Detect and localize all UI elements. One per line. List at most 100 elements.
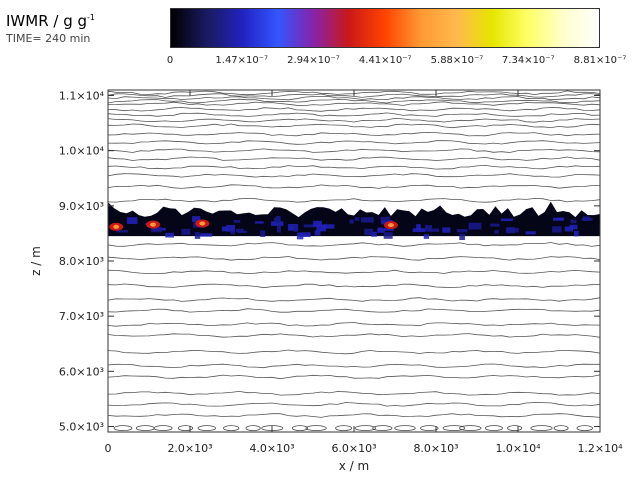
contour-line <box>107 269 601 275</box>
y-tick-label: 6.0×10³ <box>59 365 104 378</box>
cloud-cell <box>150 227 162 233</box>
colorbar-tick-label: 8.81×10⁻⁷ <box>573 55 627 66</box>
cloud-cell <box>116 230 129 233</box>
cloud-cell <box>255 221 264 224</box>
cloud-cell <box>323 224 335 229</box>
cloud-cell <box>424 225 432 232</box>
cloud-cell <box>230 231 236 235</box>
y-tick-label: 1.1×10⁴ <box>59 90 105 103</box>
contour-line <box>107 148 601 153</box>
colorbar-tick-label: 4.41×10⁻⁷ <box>358 55 412 66</box>
cloud-cell <box>412 228 426 233</box>
x-tick-label: 1.2×10⁴ <box>577 442 623 455</box>
y-axis-label: z / m <box>29 246 43 276</box>
contour-line <box>107 374 601 380</box>
colorbar-tick-label: 0 <box>166 55 174 66</box>
cloud-cell <box>296 232 304 240</box>
surface-contour <box>135 425 155 432</box>
surface-contour <box>153 425 173 432</box>
cloud-cell <box>581 217 593 221</box>
hot-spot-core <box>199 221 206 226</box>
cloud-cell <box>303 224 315 228</box>
cloud-cell <box>361 217 374 223</box>
cloud-cell <box>221 226 228 232</box>
surface-contour <box>335 425 353 432</box>
cloud-cell <box>574 230 579 237</box>
contour-line <box>107 101 601 107</box>
surface-contour <box>484 425 503 432</box>
cloud-cell <box>552 217 564 221</box>
contour-line <box>107 413 601 418</box>
cloud-cell <box>181 228 191 235</box>
surface-contour <box>394 425 416 432</box>
contour-line <box>107 96 601 101</box>
surface-contour <box>442 425 466 432</box>
colorbar-tick-label: 2.94×10⁻⁷ <box>287 55 340 66</box>
contour-line <box>107 98 601 104</box>
contour-line <box>107 107 601 112</box>
surface-contour <box>530 425 553 432</box>
contour-line <box>107 333 601 338</box>
colorbar-tick-label: 7.34×10⁻⁷ <box>501 55 555 66</box>
colorbar <box>170 8 600 48</box>
time-label: TIME= 240 min <box>6 32 91 45</box>
surface-contour <box>507 425 523 432</box>
cloud-cell <box>316 224 327 232</box>
x-tick-label: 6.0×10³ <box>331 442 376 455</box>
cloud-cell <box>416 224 421 231</box>
y-tick-label: 8.0×10³ <box>59 255 104 268</box>
contour-line <box>107 112 601 117</box>
contour-line <box>107 173 601 178</box>
cloud-cell <box>293 224 299 232</box>
cloud-cell <box>490 223 500 227</box>
title-exponent: -1 <box>87 13 96 22</box>
colorbar-tick-label: 5.88×10⁻⁷ <box>430 55 484 66</box>
cloud-cell <box>428 228 440 232</box>
contour-line <box>107 322 601 327</box>
contour-line <box>107 297 601 302</box>
contour-line <box>107 349 601 355</box>
chart-title: IWMR / g g-1 <box>6 12 96 30</box>
cloud-cell <box>127 217 138 224</box>
y-tick-label: 7.0×10³ <box>59 310 104 323</box>
contour-line <box>107 131 601 137</box>
surface-contour <box>372 425 393 432</box>
cloud-cell <box>288 223 298 231</box>
y-tick-label: 1.0×10⁴ <box>59 145 105 158</box>
surface-contour <box>305 425 327 432</box>
cloud-cell <box>506 227 515 234</box>
cloud-cell <box>570 219 577 224</box>
contour-line <box>107 117 601 123</box>
cloud-cell <box>192 216 201 223</box>
contour-line <box>107 156 601 161</box>
y-tick-label: 9.0×10³ <box>59 200 104 213</box>
cloud-cell <box>377 228 385 233</box>
cloud-cell <box>525 231 536 235</box>
contour-line <box>107 123 601 129</box>
cloud-cell <box>237 230 248 233</box>
cloud-cell <box>354 217 360 221</box>
cloud-cell <box>384 228 394 231</box>
x-tick-label: 2.0×10³ <box>167 442 212 455</box>
surface-contour <box>177 425 194 432</box>
cloud-cell <box>273 217 280 222</box>
cloud-cell <box>260 230 266 237</box>
x-tick-label: 0 <box>105 442 112 455</box>
cloud-cell <box>271 221 284 226</box>
hot-spot-core <box>150 222 157 227</box>
cloud-cell <box>349 219 354 224</box>
surface-contour <box>420 425 439 432</box>
cloud-cell <box>364 228 374 236</box>
surface-contour <box>197 425 216 432</box>
cloud-cell <box>564 226 573 232</box>
surface-contour <box>576 425 593 432</box>
contour-line <box>107 283 601 289</box>
hot-spot-core <box>387 223 394 228</box>
cloud-cell <box>371 231 377 237</box>
cloud-cell <box>233 220 241 223</box>
cloud-cell <box>468 222 482 230</box>
contour-line <box>107 184 600 189</box>
x-axis-label: x / m <box>339 459 369 473</box>
cloud-cell <box>314 230 321 236</box>
cloud-cell <box>456 229 468 233</box>
